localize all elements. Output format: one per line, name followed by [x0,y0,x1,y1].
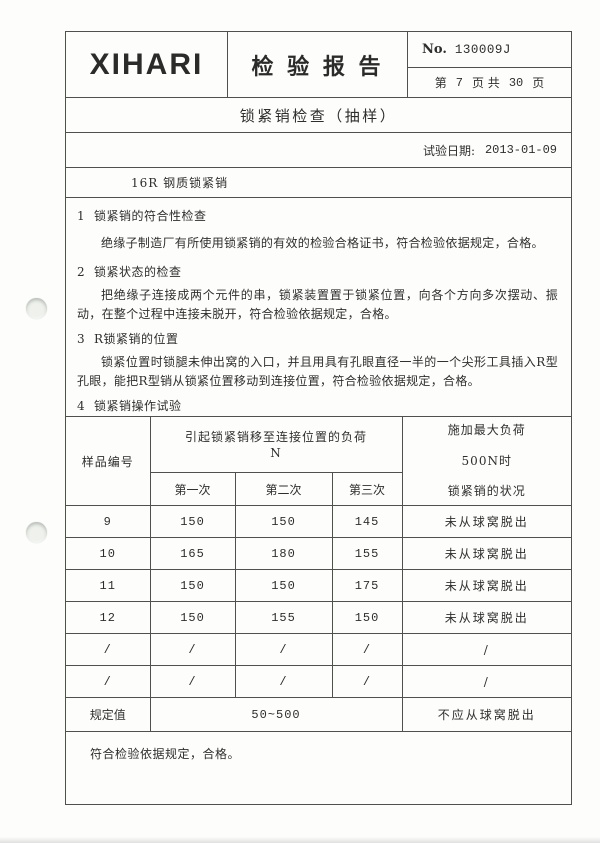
trial-2-value: / [234,633,333,666]
status-value: 未从球窝脱出 [401,601,571,634]
col-header-trial-2: 第二次 [234,472,333,506]
table-row: 10 165 180 155 未从球窝脱出 [66,537,571,570]
report-number-cell: No. 130009J 第 7 页 共 30 页 [408,32,571,97]
trial-1-value: 150 [149,601,236,634]
trial-1-value: / [149,633,236,666]
spec-range: 50~500 [149,697,403,732]
table-row: 9 150 150 145 未从球窝脱出 [66,505,571,538]
report-header: XIHARI 检 验 报 告 No. 130009J 第 7 页 共 30 页 [66,32,571,98]
report-title-cell: 检 验 报 告 [228,32,408,97]
section-3-heading: 3 R锁紧销的位置 [77,332,179,346]
sample-id: / [66,665,151,698]
col-header-trial-1: 第一次 [150,472,236,506]
max-load-line-3: 锁紧销的状况 [447,484,526,498]
sample-id: 12 [66,601,151,634]
spec-label: 规定值 [66,697,151,732]
logo-cell: XIHARI [66,32,228,97]
trial-1-value: / [149,665,236,698]
product-name: 16R 钢质锁紧销 [131,176,229,190]
section-1-number: 1 [77,209,86,223]
load-group-label: 引起锁紧销移至连接位置的负荷 [185,429,368,444]
table-row: 12 150 155 150 未从球窝脱出 [66,601,571,634]
inspection-sections: 1 锁紧销的符合性检查 绝缘子制造厂有所使用锁紧销的有效的检验合格证书，符合检验依… [66,198,571,416]
status-value: 未从球窝脱出 [401,569,571,602]
trial-1-value: 150 [149,505,236,538]
conclusion-text: 符合检验依据规定，合格。 [90,747,241,761]
spec-row: 规定值 50~500 不应从球窝脱出 [66,697,571,732]
col-header-load-group: 引起锁紧销移至连接位置的负荷 N [149,416,403,473]
table-row: / / / / / [66,665,571,698]
col-header-trial-3: 第三次 [331,472,403,506]
trial-3-value: 155 [331,537,403,570]
page-total: 30 [508,75,524,90]
test-date-row: 试验日期: 2013-01-09 [66,133,571,168]
max-load-line-1: 施加最大负荷 [447,423,526,437]
trial-1-value: 150 [149,569,236,602]
page-mid: 页 共 [471,76,500,90]
trial-2-value: 150 [234,569,333,602]
trial-1-value: 165 [149,537,236,570]
test-date-label: 试验日期: [422,143,475,158]
operation-test-table: 样品编号 引起锁紧销移至连接位置的负荷 N 施加最大负荷 500N时 锁紧销的状… [66,416,571,732]
document-title: 锁紧销检查（抽样） [239,106,398,125]
report-number-row: No. 130009J [408,32,571,68]
section-3-number: 3 [77,332,86,346]
section-3-body: 锁紧位置时锁腿未伸出窝的入口，并且用具有孔眼直径一半的一个尖形工具插入R型孔眼，… [77,355,558,388]
sample-id: 9 [66,505,151,538]
document-title-row: 锁紧销检查（抽样） [66,98,571,133]
section-1-heading: 1 锁紧销的符合性检查 [77,209,207,223]
trial-3-value: / [331,665,403,698]
conclusion-box: 符合检验依据规定，合格。 [66,732,571,804]
trial-3-value: / [331,633,403,666]
punch-hole-top [26,298,47,319]
section-4-number: 4 [77,399,86,413]
status-value: / [401,633,571,666]
table-header-row-1: 样品编号 引起锁紧销移至连接位置的负荷 N 施加最大负荷 500N时 锁紧销的状… [66,416,571,506]
sample-id: / [66,633,151,666]
xihari-logo: XIHARI [89,47,204,81]
report-frame: XIHARI 检 验 报 告 No. 130009J 第 7 页 共 30 页 [65,31,572,805]
load-unit-label: N [270,445,282,460]
report-no-value: 130009J [454,42,511,57]
sample-id: 10 [66,537,151,570]
table-row: / / / / / [66,633,571,666]
section-4-heading: 4 锁紧销操作试验 [77,399,182,413]
status-value: / [401,665,571,698]
table-header-row-2: 第一次 第二次 第三次 [66,472,571,506]
table-row: 11 150 150 175 未从球窝脱出 [66,569,571,602]
page-indicator: 第 7 页 共 30 页 [408,68,571,97]
section-2-heading: 2 锁紧状态的检查 [77,265,182,279]
spec-status: 不应从球窝脱出 [401,697,571,732]
page-prefix: 第 [434,76,447,90]
test-date-value: 2013-01-09 [484,143,557,157]
col-header-max-load: 施加最大负荷 500N时 锁紧销的状况 [401,416,571,506]
sample-id: 11 [66,569,151,602]
report-title: 检 验 报 告 [251,53,384,80]
product-row: 16R 钢质锁紧销 [66,168,571,198]
page-suffix: 页 [532,76,545,90]
trial-2-value: 155 [234,601,333,634]
trial-2-value: 150 [234,505,333,538]
trial-3-value: 150 [331,601,403,634]
col-header-sample: 样品编号 [66,416,151,506]
status-value: 未从球窝脱出 [401,537,571,570]
trial-3-value: 175 [331,569,403,602]
section-1-body: 绝缘子制造厂有所使用锁紧销的有效的检验合格证书，符合检验依据规定，合格。 [101,236,544,250]
page-number: 7 [455,75,463,90]
max-load-line-2: 500N时 [461,453,512,468]
report-no-label: No. [422,42,447,57]
punch-hole-bottom [26,522,47,543]
trial-2-value: 180 [234,537,333,570]
trial-2-value: / [234,665,333,698]
section-2-body: 把绝缘子连接成两个元件的串，锁紧装置置于锁紧位置，向各个方向多次摆动、振动，在整… [77,288,558,321]
status-value: 未从球窝脱出 [401,505,571,538]
trial-3-value: 145 [331,505,403,538]
section-2-number: 2 [77,265,86,279]
report-body: 1 锁紧销的符合性检查 绝缘子制造厂有所使用锁紧销的有效的检验合格证书，符合检验依… [66,198,571,804]
